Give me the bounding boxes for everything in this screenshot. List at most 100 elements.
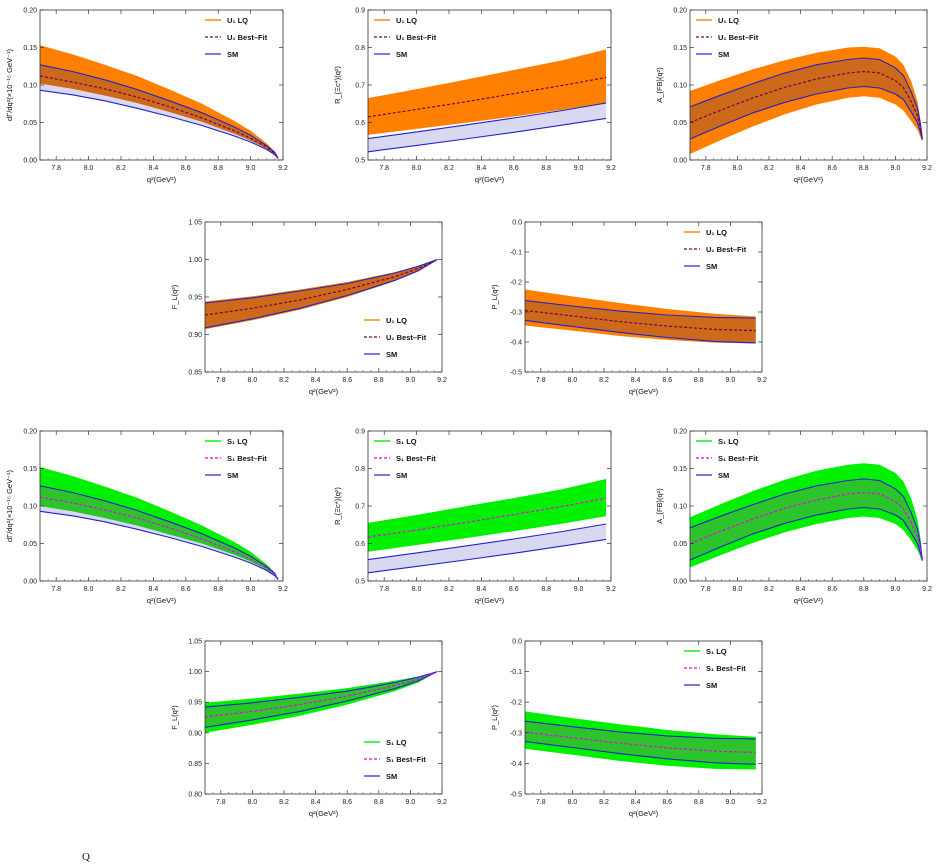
- x-tick-label: 8.6: [181, 165, 191, 172]
- legend: U₁ LQ U₁ Best–Fit SM: [696, 16, 759, 59]
- y-tick-label: 1.05: [188, 220, 202, 227]
- sm-lower-line: [368, 117, 607, 153]
- x-tick-label: 8.6: [662, 799, 672, 806]
- y-tick-label: 0.90: [188, 332, 202, 339]
- sm-lower-line: [690, 85, 923, 140]
- legend-label: S₁ LQ: [396, 437, 417, 446]
- y-axis-label: R_{Ξc*}(q²): [333, 487, 342, 525]
- legend-label: SM: [718, 471, 729, 480]
- panel-S1-PL: 7.8 8.0 8.2 8.4 8.6 8.8 9.0 9.2 0.0 -0.1 -0.2 -0.3 -…: [490, 639, 767, 819]
- x-tick-label: 8.4: [477, 586, 487, 593]
- y-tick-label: 0.0: [512, 220, 522, 227]
- x-tick-label: 8.4: [631, 799, 641, 806]
- x-axis-label: q²(GeV²): [794, 175, 824, 184]
- y-tick-label: 0.5: [355, 158, 365, 165]
- x-axis-label: q²(GeV²): [629, 387, 659, 396]
- sm-band: [368, 524, 607, 573]
- y-tick-label: -0.3: [510, 310, 522, 317]
- y-tick-label: 0.20: [23, 8, 37, 15]
- legend-label: S₁ Best–Fit: [396, 454, 436, 463]
- sm-lower-line: [205, 671, 438, 728]
- y-tick-label: 0.80: [188, 792, 202, 799]
- plot-area: [690, 46, 923, 154]
- y-tick-label: 0.15: [23, 466, 37, 473]
- sm-lower-line: [368, 538, 607, 574]
- legend-label: S₁ Best–Fit: [386, 755, 426, 764]
- legend-label: S₁ Best–Fit: [718, 454, 758, 463]
- y-tick-label: 0.10: [673, 83, 687, 90]
- best-fit-line: [205, 258, 438, 316]
- x-tick-label: 9.2: [922, 165, 932, 172]
- y-tick-label: 0.6: [355, 541, 365, 548]
- legend-label: SM: [386, 350, 397, 359]
- plot-area: [690, 463, 923, 568]
- x-tick-label: 8.0: [412, 586, 422, 593]
- y-tick-label: 0.15: [673, 466, 687, 473]
- sm-lower-line: [525, 319, 756, 344]
- legend-label: SM: [706, 681, 717, 690]
- legend-label: U₁ Best–Fit: [386, 333, 427, 342]
- plot-area: [40, 467, 279, 580]
- y-tick-label: -0.5: [510, 792, 522, 799]
- x-tick-label: 7.8: [216, 799, 226, 806]
- sm-lower-line: [40, 510, 279, 580]
- panel-U1-FL: 7.8 8.0 8.2 8.4 8.6 8.8 9.0 9.2 0.85 0.90 0.95 1.00…: [170, 220, 447, 397]
- y-axis-label: F_L(q²): [170, 705, 179, 730]
- sm-upper-line: [690, 478, 923, 560]
- best-fit-line: [368, 76, 607, 118]
- y-tick-label: 0.6: [355, 120, 365, 127]
- x-tick-label: 8.2: [599, 799, 609, 806]
- x-tick-label: 9.2: [922, 586, 932, 593]
- x-tick-label: 9.2: [437, 377, 447, 384]
- sm-lower-line: [525, 740, 756, 765]
- y-axis-label: A_{FB}(q²): [655, 488, 664, 524]
- y-tick-label: 0.05: [23, 541, 37, 548]
- y-axis-label: dΓ/dq²(×10⁻¹⁵ GeV⁻¹): [5, 469, 14, 542]
- best-fit-line: [525, 731, 756, 753]
- best-fit-line: [40, 75, 279, 159]
- y-tick-label: 0.10: [23, 83, 37, 90]
- legend-label: S₁ Best–Fit: [706, 664, 746, 673]
- y-tick-label: 0.10: [673, 504, 687, 511]
- legend-label: U₁ LQ: [227, 16, 248, 25]
- x-tick-label: 9.2: [437, 799, 447, 806]
- y-axis-label: A_{FB}(q²): [655, 67, 664, 103]
- sm-upper-line: [368, 102, 607, 140]
- legend-label: SM: [718, 50, 729, 59]
- x-tick-label: 8.8: [374, 377, 384, 384]
- legend-label: U₁ LQ: [396, 16, 417, 25]
- x-tick-label: 8.4: [631, 377, 641, 384]
- x-tick-label: 8.8: [859, 165, 869, 172]
- y-tick-label: 0.7: [355, 504, 365, 511]
- sm-upper-line: [40, 64, 279, 159]
- legend-label: S₁ LQ: [706, 647, 727, 656]
- x-axis-label: q²(GeV²): [629, 809, 659, 818]
- overlap-band: [525, 300, 756, 343]
- y-tick-label: 0.00: [23, 158, 37, 165]
- y-tick-label: 0.00: [673, 158, 687, 165]
- overlap-band: [690, 479, 923, 561]
- y-tick-label: 1.00: [188, 669, 202, 676]
- panel-S1-R: 7.8 8.0 8.2 8.4 8.6 8.8 9.0 9.2 0.5 0.6 0.7 0.8 0.9 q…: [333, 429, 616, 606]
- x-tick-label: 9.0: [574, 586, 584, 593]
- overlap-band: [525, 721, 756, 765]
- plot-area: [525, 289, 756, 344]
- legend-label: S₁ LQ: [386, 738, 407, 747]
- sm-upper-line: [525, 720, 756, 740]
- legend-label: SM: [227, 471, 238, 480]
- x-axis-label: q²(GeV²): [147, 596, 177, 605]
- plot-area: [40, 45, 279, 159]
- x-tick-label: 9.2: [278, 165, 288, 172]
- y-tick-label: 0.95: [188, 295, 202, 302]
- x-tick-label: 9.0: [891, 586, 901, 593]
- legend: S₁ LQ S₁ Best–Fit SM: [205, 437, 267, 480]
- y-axis-label: R_{Ξc*}(q²): [333, 66, 342, 104]
- x-tick-label: 8.2: [764, 586, 774, 593]
- x-tick-label: 7.8: [536, 377, 546, 384]
- legend-label: U₁ LQ: [718, 16, 739, 25]
- x-tick-label: 7.8: [216, 377, 226, 384]
- sm-lower-line: [205, 259, 438, 329]
- y-tick-label: 0.0: [512, 639, 522, 646]
- legend: U₁ LQ U₁ Best–Fit SM: [374, 16, 437, 59]
